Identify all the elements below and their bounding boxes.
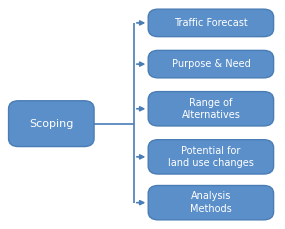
FancyBboxPatch shape <box>148 140 274 174</box>
FancyBboxPatch shape <box>9 101 94 147</box>
FancyBboxPatch shape <box>148 92 274 126</box>
FancyBboxPatch shape <box>148 50 274 78</box>
Text: Traffic Forecast: Traffic Forecast <box>174 18 248 28</box>
Text: Purpose & Need: Purpose & Need <box>172 59 250 69</box>
Text: Range of
Alternatives: Range of Alternatives <box>182 98 240 120</box>
Text: Potential for
land use changes: Potential for land use changes <box>168 146 254 168</box>
FancyBboxPatch shape <box>148 185 274 220</box>
FancyBboxPatch shape <box>148 9 274 37</box>
Text: Analysis
Methods: Analysis Methods <box>190 191 232 214</box>
Text: Scoping: Scoping <box>29 119 74 129</box>
